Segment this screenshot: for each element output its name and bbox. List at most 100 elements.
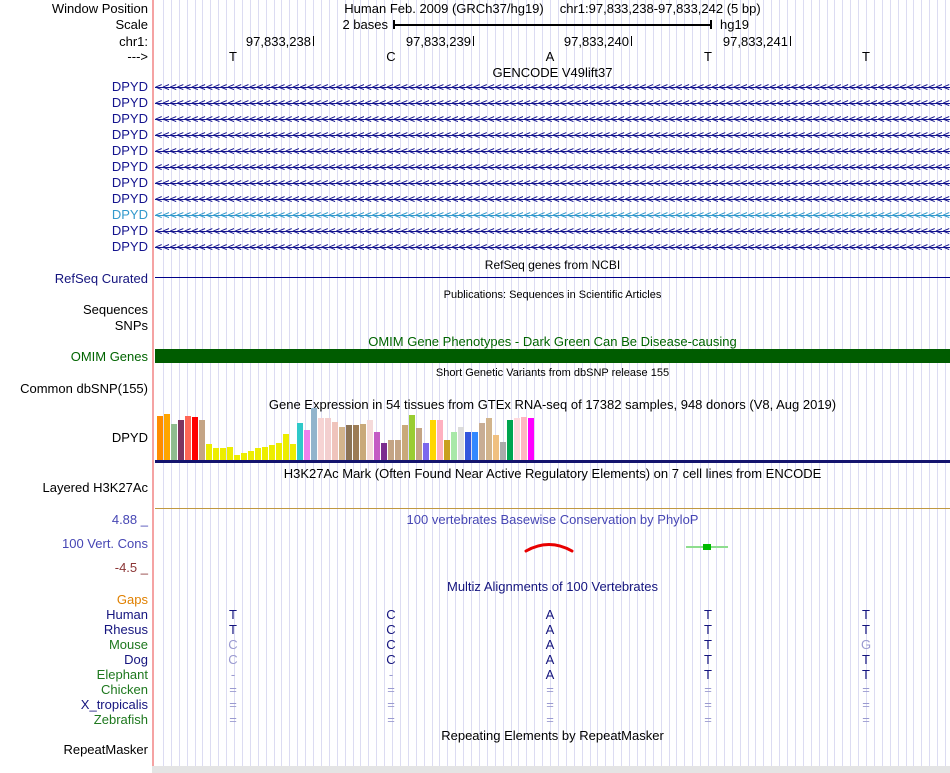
alignment-base[interactable]: A — [545, 622, 555, 637]
alignment-base[interactable]: = — [862, 712, 870, 727]
gtex-bar[interactable] — [178, 420, 184, 460]
alignment-base[interactable]: T — [862, 652, 870, 667]
sequences-label[interactable]: Sequences — [82, 302, 148, 317]
gtex-bar[interactable] — [234, 455, 240, 460]
gtex-bar[interactable] — [192, 417, 198, 460]
gtex-bar[interactable] — [367, 420, 373, 460]
gtex-bar[interactable] — [486, 418, 492, 460]
repeatmasker-track-band[interactable] — [152, 766, 950, 773]
species-label[interactable]: Zebrafish — [93, 712, 148, 727]
gtex-bar[interactable] — [416, 428, 422, 460]
gtex-bar[interactable] — [164, 414, 170, 460]
alignment-base[interactable]: = — [229, 712, 237, 727]
gene-label[interactable]: DPYD — [111, 223, 148, 238]
alignment-base[interactable]: A — [545, 667, 555, 682]
gene-label[interactable]: DPYD — [111, 143, 148, 158]
alignment-base[interactable]: = — [704, 682, 712, 697]
gene-label[interactable]: DPYD — [111, 95, 148, 110]
gtex-bar[interactable] — [437, 420, 443, 460]
gtex-bar[interactable] — [388, 440, 394, 460]
species-label[interactable]: X_tropicalis — [80, 697, 148, 712]
gtex-bar[interactable] — [171, 424, 177, 460]
alignment-base[interactable]: = — [862, 682, 870, 697]
alignment-base[interactable]: = — [862, 697, 870, 712]
gtex-bar[interactable] — [423, 443, 429, 460]
gtex-bar[interactable] — [451, 432, 457, 460]
alignment-base[interactable]: = — [704, 697, 712, 712]
gtex-bar[interactable] — [353, 425, 359, 460]
gtex-bar[interactable] — [430, 420, 436, 460]
gtex-bar[interactable] — [381, 443, 387, 460]
alignment-base[interactable]: = — [704, 712, 712, 727]
gtex-bar[interactable] — [402, 425, 408, 460]
gene-track-row[interactable]: <<<<<<<<<<<<<<<<<<<<<<<<<<<<<<<<<<<<<<<<… — [155, 79, 950, 95]
species-label[interactable]: Rhesus — [103, 622, 148, 637]
gene-track-row[interactable]: <<<<<<<<<<<<<<<<<<<<<<<<<<<<<<<<<<<<<<<<… — [155, 159, 950, 175]
gtex-bar[interactable] — [269, 445, 275, 460]
alignment-base[interactable]: C — [228, 637, 238, 652]
omim-gene-bar[interactable] — [155, 349, 950, 363]
gene-label[interactable]: DPYD — [111, 79, 148, 94]
alignment-base[interactable]: = — [546, 712, 554, 727]
gtex-bar[interactable] — [514, 418, 520, 460]
gene-label[interactable]: DPYD — [111, 239, 148, 254]
gtex-bar[interactable] — [241, 453, 247, 460]
gtex-bar[interactable] — [157, 416, 163, 460]
gtex-bar[interactable] — [339, 427, 345, 460]
gtex-bar[interactable] — [304, 430, 310, 460]
multiz-gaps-label[interactable]: Gaps — [116, 592, 148, 607]
gtex-bar[interactable] — [248, 451, 254, 460]
phylop-track-label[interactable]: 100 Vert. Cons — [62, 536, 148, 551]
alignment-base[interactable]: T — [704, 607, 712, 622]
gene-label[interactable]: DPYD — [111, 191, 148, 206]
gtex-bar[interactable] — [332, 422, 338, 460]
alignment-base[interactable]: T — [704, 667, 712, 682]
gtex-bar[interactable] — [360, 424, 366, 460]
gtex-bar[interactable] — [311, 408, 317, 460]
gtex-bar[interactable] — [444, 440, 450, 460]
snps-label[interactable]: SNPs — [114, 318, 148, 333]
alignment-base[interactable]: = — [546, 682, 554, 697]
alignment-base[interactable]: C — [386, 637, 396, 652]
gene-label[interactable]: DPYD — [111, 175, 148, 190]
gtex-bar[interactable] — [185, 416, 191, 460]
alignment-base[interactable]: C — [386, 607, 396, 622]
species-label[interactable]: Elephant — [96, 667, 148, 682]
alignment-base[interactable]: = — [387, 697, 395, 712]
gene-label[interactable]: DPYD — [111, 127, 148, 142]
alignment-base[interactable]: T — [862, 667, 870, 682]
gtex-bar[interactable] — [276, 443, 282, 460]
gtex-bar[interactable] — [220, 448, 226, 460]
gtex-bar[interactable] — [395, 440, 401, 460]
gtex-bar[interactable] — [199, 420, 205, 460]
gene-track-row[interactable]: <<<<<<<<<<<<<<<<<<<<<<<<<<<<<<<<<<<<<<<<… — [155, 95, 950, 111]
alignment-base[interactable]: T — [704, 637, 712, 652]
gene-label[interactable]: DPYD — [111, 207, 148, 222]
alignment-base[interactable]: = — [229, 682, 237, 697]
gene-track-row[interactable]: <<<<<<<<<<<<<<<<<<<<<<<<<<<<<<<<<<<<<<<<… — [155, 239, 950, 255]
gtex-bar[interactable] — [255, 448, 261, 460]
alignment-base[interactable]: G — [860, 637, 872, 652]
species-label[interactable]: Mouse — [108, 637, 148, 652]
gtex-bar[interactable] — [374, 432, 380, 460]
alignment-base[interactable]: T — [229, 607, 237, 622]
gene-track-row[interactable]: <<<<<<<<<<<<<<<<<<<<<<<<<<<<<<<<<<<<<<<<… — [155, 143, 950, 159]
gene-track-row[interactable]: <<<<<<<<<<<<<<<<<<<<<<<<<<<<<<<<<<<<<<<<… — [155, 207, 950, 223]
gtex-bar[interactable] — [409, 415, 415, 460]
gene-label[interactable]: DPYD — [111, 159, 148, 174]
gtex-bar[interactable] — [472, 432, 478, 460]
gtex-bar[interactable] — [325, 418, 331, 460]
alignment-base[interactable]: A — [545, 652, 555, 667]
alignment-base[interactable]: = — [387, 682, 395, 697]
gene-track-row[interactable]: <<<<<<<<<<<<<<<<<<<<<<<<<<<<<<<<<<<<<<<<… — [155, 191, 950, 207]
gtex-bar[interactable] — [458, 427, 464, 460]
gtex-bar[interactable] — [297, 423, 303, 460]
repeatmasker-label[interactable]: RepeatMasker — [63, 742, 148, 757]
alignment-base[interactable]: = — [546, 697, 554, 712]
alignment-base[interactable]: = — [387, 712, 395, 727]
alignment-base[interactable]: T — [862, 622, 870, 637]
gtex-bar[interactable] — [290, 444, 296, 460]
dbsnp-label[interactable]: Common dbSNP(155) — [20, 381, 148, 396]
gene-track-row[interactable]: <<<<<<<<<<<<<<<<<<<<<<<<<<<<<<<<<<<<<<<<… — [155, 223, 950, 239]
alignment-base[interactable]: - — [230, 667, 236, 682]
